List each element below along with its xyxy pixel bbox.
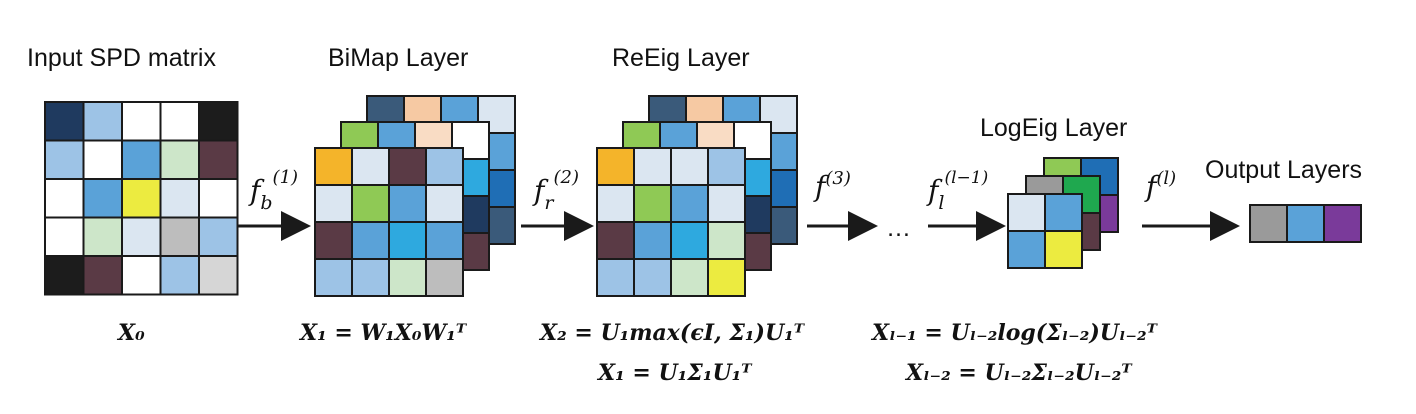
matrix-cell [314,184,353,223]
matrix-cell [159,178,200,219]
matrix-cell [1323,204,1362,243]
front-grid [596,147,746,297]
matrix-cell [388,221,427,260]
matrix-cell [159,216,200,257]
matrix-cell [44,178,85,219]
matrix-cell [388,184,427,223]
matrix-cell [670,184,709,223]
function-fr: fr(2) [532,167,579,214]
matrix-cell [121,216,162,257]
matrix-cell [44,101,85,142]
formula-reeig-2: X₁ = U₁Σ₁U₁ᵀ [596,360,753,386]
matrix-cell [633,221,672,260]
matrix-cell [596,221,635,260]
function-fl: fl(l−1) [926,168,988,214]
formula-bimap: X₁ = W₁X₀W₁ᵀ [298,320,468,346]
logeig-layer-stack [1007,157,1119,269]
matrix-cell [707,221,746,260]
input-grid [44,101,239,296]
matrix-cell [1044,193,1083,232]
matrix-cell [633,184,672,223]
matrix-cell [82,139,123,180]
matrix-cell [314,147,353,186]
function-fL: f(l) [1144,168,1176,203]
matrix-cell [82,255,123,296]
matrix-cell [44,139,85,180]
matrix-cell [351,184,390,223]
matrix-cell [707,147,746,186]
matrix-cell [198,101,239,142]
bimap-layer-label: BiMap Layer [328,44,468,72]
matrix-cell [159,101,200,142]
input-spd-matrix-label: Input SPD matrix [27,44,216,72]
matrix-cell [670,221,709,260]
ellipsis: … [886,214,911,242]
function-fb: fb(1) [248,167,298,214]
matrix-cell [707,184,746,223]
logeig-layer-label: LogEig Layer [980,114,1127,142]
matrix-cell [425,184,464,223]
output-layers-label: Output Layers [1205,156,1362,184]
matrix-cell [1044,230,1083,269]
front-grid [314,147,464,297]
bimap-layer-stack [314,95,516,297]
matrix-cell [707,258,746,297]
matrix-cell [388,258,427,297]
function-f3: f(3) [813,168,851,203]
reeig-layer-label: ReEig Layer [612,44,750,72]
matrix-cell [159,255,200,296]
matrix-cell [633,147,672,186]
matrix-cell [198,178,239,219]
matrix-cell [121,178,162,219]
matrix-cell [670,147,709,186]
matrix-cell [198,255,239,296]
matrix-cell [82,101,123,142]
matrix-cell [198,139,239,180]
matrix-cell [82,178,123,219]
logeig-front [1007,193,1083,269]
formula-reeig-1: X₂ = U₁max(ϵI, Σ₁)U₁ᵀ [538,320,806,346]
reeig-layer-stack [596,95,798,297]
matrix-cell [1249,204,1288,243]
output-layer-vector [1249,204,1362,243]
matrix-cell [1007,230,1046,269]
matrix-cell [425,221,464,260]
matrix-cell [596,258,635,297]
matrix-cell [425,258,464,297]
matrix-cell [82,216,123,257]
formula-logeig-2: Xₗ₋₂ = Uₗ₋₂Σₗ₋₂Uₗ₋₂ᵀ [904,360,1133,386]
matrix-cell [159,139,200,180]
matrix-cell [425,147,464,186]
output-grid [1249,204,1362,243]
matrix-cell [121,101,162,142]
matrix-cell [351,258,390,297]
formula-logeig-1: Xₗ₋₁ = Uₗ₋₂log(Σₗ₋₂)Uₗ₋₂ᵀ [870,320,1159,346]
matrix-cell [314,221,353,260]
matrix-cell [351,221,390,260]
matrix-cell [198,216,239,257]
matrix-cell [121,139,162,180]
matrix-cell [596,147,635,186]
matrix-cell [633,258,672,297]
input-spd-matrix [44,101,239,296]
matrix-cell [1286,204,1325,243]
matrix-cell [596,184,635,223]
matrix-cell [351,147,390,186]
matrix-cell [121,255,162,296]
matrix-cell [388,147,427,186]
matrix-cell [314,258,353,297]
formula-x0: X₀ [116,320,145,346]
matrix-cell [44,216,85,257]
matrix-cell [670,258,709,297]
matrix-cell [44,255,85,296]
matrix-cell [1007,193,1046,232]
